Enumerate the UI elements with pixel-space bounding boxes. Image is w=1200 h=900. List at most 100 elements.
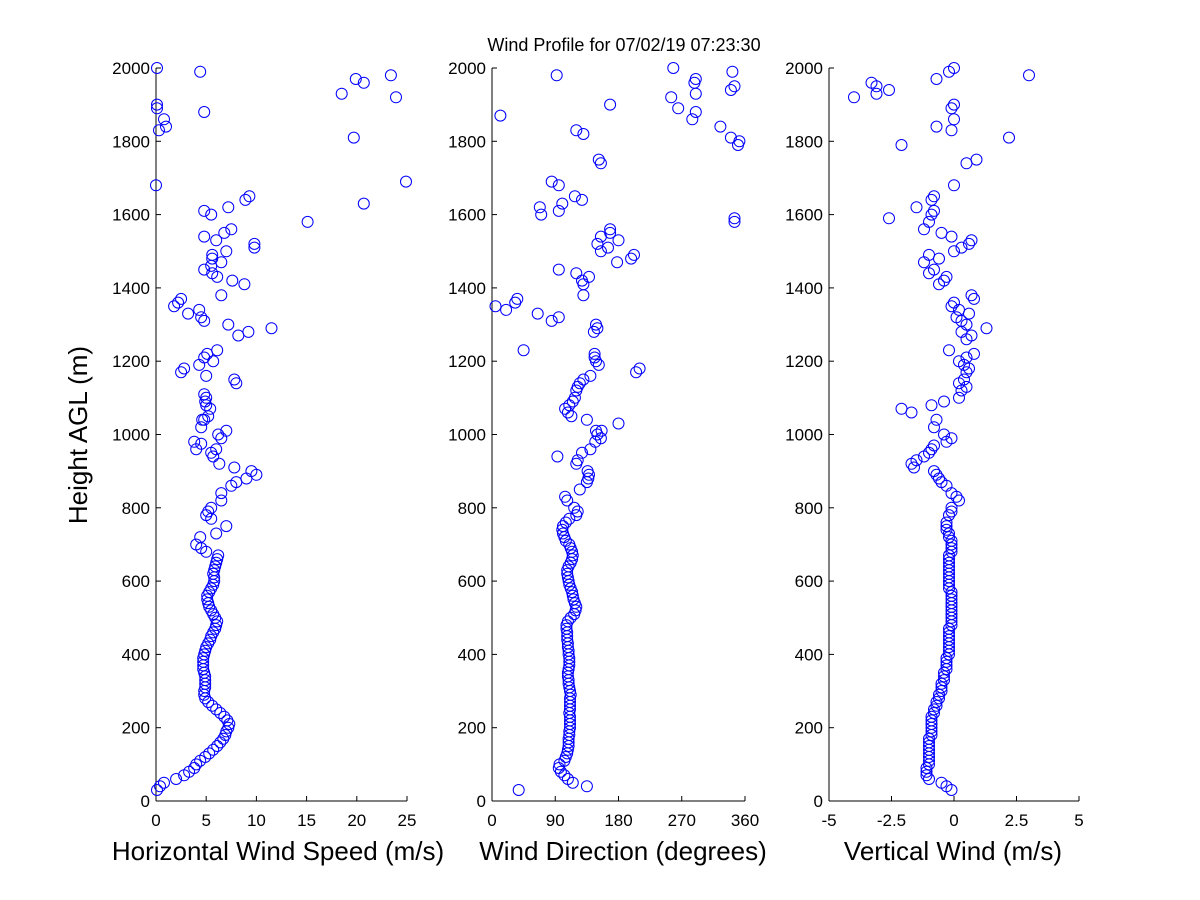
data-point: [938, 274, 950, 287]
data-point: [928, 703, 940, 716]
data-point: [935, 681, 948, 694]
data-point: [218, 710, 231, 723]
x-tick-label: 25: [398, 811, 417, 830]
data-point: [228, 373, 241, 386]
data-point: [535, 208, 548, 221]
data-point: [211, 344, 224, 357]
x-tick-label: 0: [487, 811, 496, 830]
data-point: [948, 296, 960, 309]
x-tick-label: 5: [1074, 811, 1083, 830]
data-point: [245, 465, 258, 478]
data-point: [205, 208, 218, 221]
data-point: [970, 153, 983, 166]
data-point: [945, 593, 958, 606]
data-point: [214, 707, 227, 719]
data-point: [925, 399, 938, 412]
data-point: [570, 124, 583, 137]
y-tick-label: 0: [477, 792, 486, 811]
data-point: [933, 692, 945, 705]
data-point: [923, 215, 935, 228]
data-point: [848, 91, 860, 104]
data-point: [205, 501, 218, 514]
data-point: [953, 494, 965, 507]
data-point: [531, 307, 544, 320]
data-point: [571, 454, 584, 467]
y-tick-label: 1600: [448, 206, 486, 225]
data-point: [938, 666, 950, 679]
data-point: [943, 527, 955, 540]
data-point: [733, 135, 746, 148]
data-point: [194, 531, 207, 544]
data-point: [198, 314, 211, 327]
data-point: [561, 406, 574, 419]
data-point: [560, 622, 573, 635]
x-tick-label: 0: [949, 811, 958, 830]
data-point: [400, 175, 412, 188]
data-point: [248, 241, 261, 254]
data-point: [940, 659, 953, 672]
data-point: [151, 784, 163, 796]
data-point: [335, 87, 348, 100]
data-point: [630, 366, 643, 379]
data-point: [154, 780, 166, 793]
data-point: [930, 413, 943, 426]
data-point: [206, 252, 219, 265]
data-point: [573, 483, 586, 496]
data-point: [945, 102, 958, 115]
data-point: [153, 124, 165, 137]
data-point: [625, 252, 638, 265]
data-point: [215, 494, 228, 507]
data-point: [190, 758, 203, 771]
data-point: [940, 523, 953, 536]
data-point: [948, 62, 960, 74]
data-point: [172, 296, 185, 309]
data-point: [883, 84, 895, 96]
y-tick-label: 1800: [785, 132, 823, 151]
data-point: [561, 567, 574, 580]
data-point: [923, 773, 935, 785]
y-tick-label: 1800: [448, 132, 486, 151]
data-point: [160, 120, 172, 133]
data-point: [218, 226, 231, 239]
y-axis-label: Height AGL (m): [63, 346, 93, 524]
data-point: [196, 413, 209, 426]
y-tick-label: 200: [122, 719, 150, 738]
data-point: [689, 87, 702, 100]
data-point: [552, 179, 565, 192]
data-point: [559, 516, 572, 529]
data-point: [211, 553, 224, 566]
data-point: [928, 421, 940, 434]
data-point: [689, 106, 702, 118]
data-point: [557, 520, 569, 533]
data-point: [576, 446, 588, 459]
data-point: [948, 113, 960, 126]
data-point: [965, 289, 978, 302]
data-point: [265, 322, 278, 335]
data-point: [583, 270, 595, 283]
data-point: [865, 76, 878, 89]
data-point: [556, 197, 569, 210]
data-point: [933, 472, 945, 485]
data-point: [948, 98, 960, 111]
data-point: [588, 347, 601, 360]
data-point: [198, 204, 211, 217]
data-point: [958, 373, 970, 386]
data-point: [724, 131, 737, 144]
data-point: [923, 732, 935, 745]
data-point: [928, 204, 940, 217]
data-point: [1023, 69, 1035, 82]
data-point: [210, 556, 223, 569]
data-point: [212, 549, 225, 562]
data-point: [943, 626, 955, 639]
data-point: [248, 237, 261, 250]
data-point: [714, 120, 727, 133]
data-point: [182, 307, 195, 320]
data-point: [918, 223, 930, 236]
x-tick-label: 0: [151, 811, 160, 830]
data-point: [948, 179, 960, 192]
data-point: [175, 292, 188, 305]
data-point: [188, 435, 201, 448]
y-tick-label: 1800: [112, 132, 150, 151]
data-point: [208, 564, 221, 577]
